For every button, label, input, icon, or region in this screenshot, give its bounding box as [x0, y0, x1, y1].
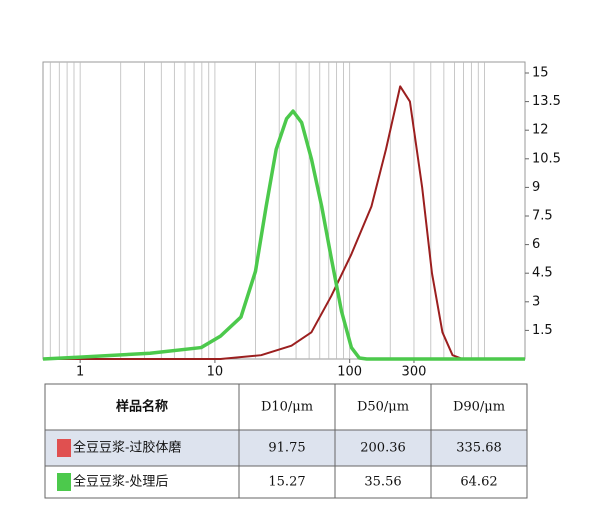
- x-tick-label: 300: [402, 365, 427, 380]
- series-line: [43, 85, 525, 360]
- y-tick-label: 12: [532, 123, 549, 138]
- cell: 15.27: [268, 475, 305, 490]
- y-tick-label: 15: [532, 66, 549, 81]
- legend-swatch: [57, 439, 71, 457]
- y-tick-label: 3: [532, 294, 540, 309]
- x-tick-label: 1: [76, 365, 84, 380]
- y-tick-label: 10.5: [532, 151, 561, 166]
- column-header: D90/μm: [453, 400, 505, 415]
- legend-swatch: [57, 473, 71, 491]
- table-border: [44, 383, 528, 499]
- y-tick-label: 1.5: [532, 323, 553, 338]
- y-tick-label: 6: [532, 237, 540, 252]
- x-tick-label: 100: [337, 365, 362, 380]
- cell: 200.36: [360, 441, 406, 456]
- cell: 91.75: [268, 441, 305, 456]
- x-tick-label: 10: [207, 365, 224, 380]
- cell: 335.68: [456, 441, 502, 456]
- y-tick-label: 9: [532, 180, 540, 195]
- column-header: D50/μm: [357, 400, 409, 415]
- y-tick-label: 13.5: [532, 94, 561, 109]
- row-bg: [45, 430, 527, 466]
- cell: 35.56: [364, 475, 401, 490]
- table: 样品名称 D10/μm D50/μm D90/μm 全豆豆浆-过胶体磨 91.75 200.…: [44, 383, 528, 499]
- y-tick-label: 4.5: [532, 266, 553, 281]
- y-tick-label: 7.5: [532, 209, 553, 224]
- plot-area: [42, 61, 526, 360]
- column-header: D10/μm: [261, 400, 313, 415]
- cell: 64.62: [460, 475, 497, 490]
- series-line: [42, 109, 525, 361]
- column-header: 样品名称: [116, 399, 168, 415]
- row-label: 全豆豆浆-处理后: [73, 474, 168, 490]
- row-label: 全豆豆浆-过胶体磨: [73, 440, 181, 456]
